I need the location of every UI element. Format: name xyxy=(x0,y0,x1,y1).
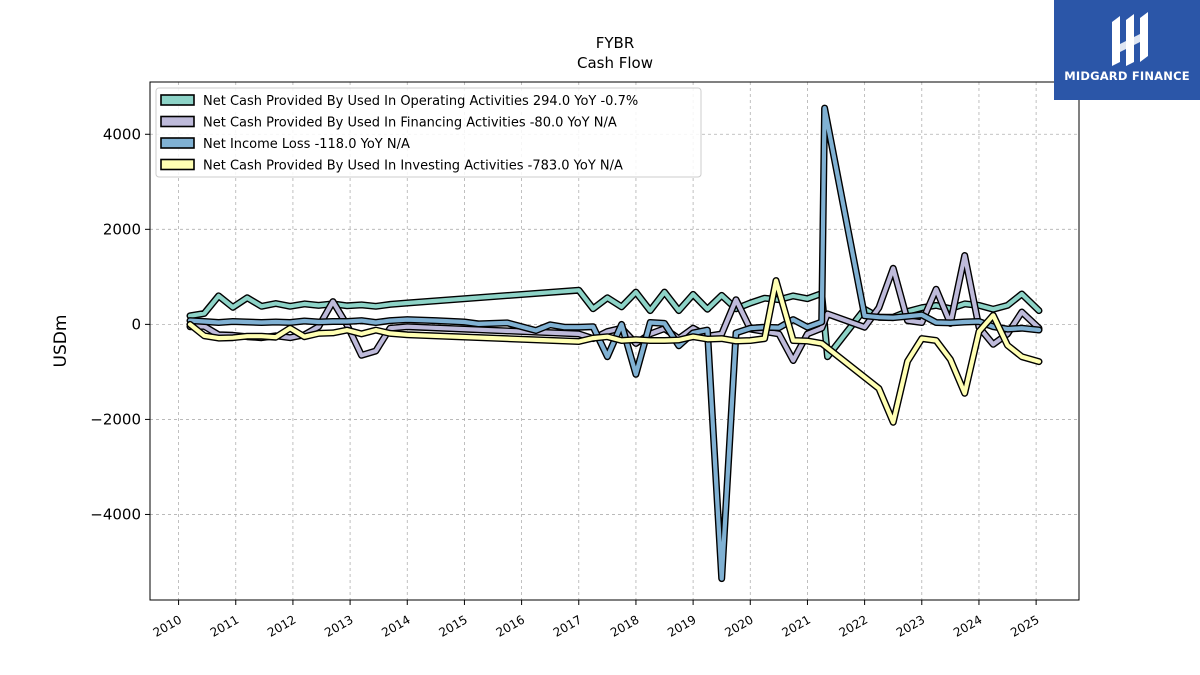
x-tick-label: 2020 xyxy=(722,612,755,639)
y-tick-label: 4000 xyxy=(103,125,141,143)
x-tick-label: 2017 xyxy=(551,612,584,639)
legend-swatch-2 xyxy=(160,137,195,149)
x-tick-label: 2015 xyxy=(436,612,469,639)
series-line-3 xyxy=(187,278,1042,425)
x-tick-label: 2014 xyxy=(379,612,412,639)
legend-swatch-1 xyxy=(160,115,195,128)
x-tick-label: 2012 xyxy=(265,612,298,639)
legend-label-2: Net Income Loss -118.0 YoY N/A xyxy=(203,137,410,152)
x-tick-label: 2019 xyxy=(665,612,698,639)
x-tick-label: 2022 xyxy=(837,612,870,639)
plot-frame xyxy=(149,81,1080,601)
x-tick-label: 2016 xyxy=(494,612,527,639)
y-tick-label: 2000 xyxy=(103,220,141,238)
x-tick-label: 2023 xyxy=(894,612,927,639)
y-tick-label: 0 xyxy=(131,315,141,333)
chart-subtitle: Cash Flow xyxy=(577,54,653,72)
legend-swatch-3 xyxy=(160,158,195,171)
legend-label-3: Net Cash Provided By Used In Investing A… xyxy=(203,159,623,174)
series-lines xyxy=(186,104,1043,583)
x-axis-ticks: 2010 2011 2012 2013 2014 2015 2016 2017 2018 2019… xyxy=(151,600,1042,640)
midgard-logo-icon xyxy=(1112,12,1148,66)
legend-box xyxy=(155,87,702,178)
series-line-2 xyxy=(187,106,1042,581)
legend-label-1: Net Cash Provided By Used In Financing A… xyxy=(203,116,617,131)
x-tick-label: 2013 xyxy=(322,612,355,639)
x-tick-label: 2010 xyxy=(151,612,184,639)
x-tick-label: 2011 xyxy=(208,612,241,639)
x-tick-label: 2024 xyxy=(951,612,984,639)
brand-name: MIDGARD FINANCE xyxy=(1064,69,1190,83)
y-tick-label: −2000 xyxy=(90,410,141,428)
chart-title: FYBR xyxy=(596,34,635,52)
y-axis-label: USDm xyxy=(51,315,71,368)
legend-swatch-0 xyxy=(160,94,195,106)
y-tick-label: −4000 xyxy=(90,505,141,523)
series-line-0 xyxy=(187,288,1042,359)
y-axis-ticks: −4000 −2000 0 2000 4000 xyxy=(90,125,150,523)
legend-label-0: Net Cash Provided By Used In Operating A… xyxy=(203,94,638,109)
brand-logo: MIDGARD FINANCE xyxy=(1054,0,1200,100)
x-tick-label: 2021 xyxy=(779,612,812,639)
x-tick-label: 2018 xyxy=(608,612,641,639)
x-tick-label: 2025 xyxy=(1008,612,1041,639)
chart-legend: Net Cash Provided By Used In Operating A… xyxy=(155,87,702,178)
